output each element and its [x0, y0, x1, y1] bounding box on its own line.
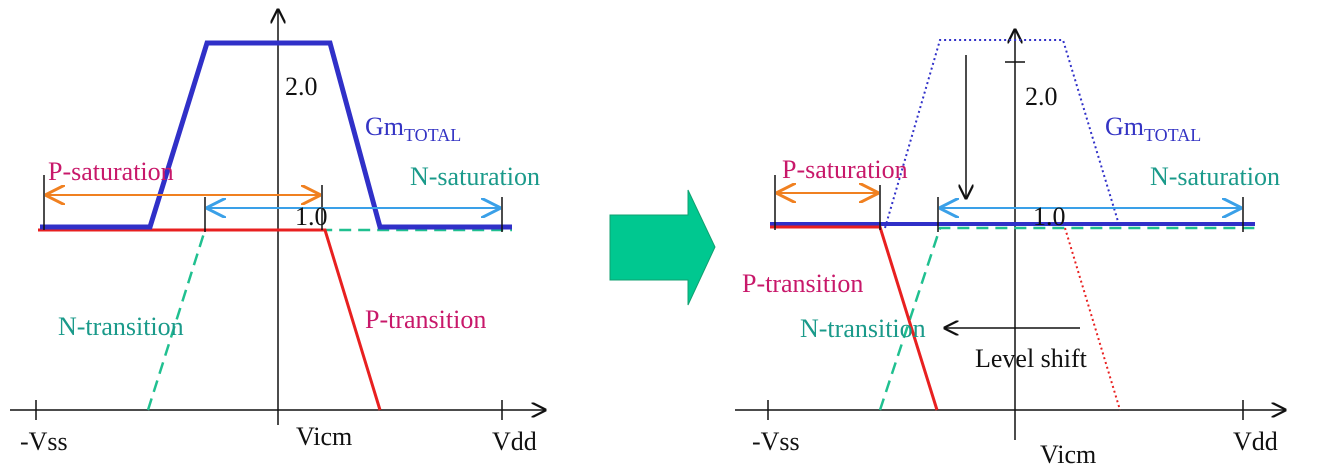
- label: Vicm: [296, 422, 352, 451]
- gm-curve: [40, 40, 512, 230]
- p-old: [1064, 227, 1121, 411]
- label: P-transition: [365, 305, 486, 334]
- label: 2.0: [1025, 82, 1058, 111]
- label: P-saturation: [782, 155, 908, 184]
- gm-old: [884, 39, 1121, 229]
- label: 2.0: [285, 72, 318, 101]
- label: N-saturation: [1150, 162, 1280, 191]
- label: GmTOTAL: [365, 112, 461, 145]
- label: 1.0: [1033, 202, 1066, 231]
- gm: Gm: [365, 112, 404, 141]
- left-diagram: [10, 10, 545, 425]
- gm: Gm: [1105, 112, 1144, 141]
- gm-sub: TOTAL: [404, 125, 461, 145]
- label: Vicm: [1040, 440, 1096, 468]
- label: -Vss: [752, 427, 800, 456]
- label: Vdd: [1233, 427, 1278, 456]
- label: P-saturation: [48, 157, 174, 186]
- label: GmTOTAL: [1105, 112, 1201, 145]
- label: N-saturation: [410, 162, 540, 191]
- label: -Vss: [20, 427, 68, 456]
- right-diagram: [735, 30, 1285, 440]
- label: P-transition: [742, 269, 863, 298]
- label: Vdd: [492, 427, 537, 456]
- label: 1.0: [295, 202, 328, 231]
- n-curve: [146, 228, 512, 411]
- label: N-transition: [800, 314, 926, 343]
- label: N-transition: [58, 312, 184, 341]
- label: Level shift: [975, 344, 1088, 373]
- transform-arrow: [609, 189, 716, 306]
- p-curve: [38, 228, 382, 411]
- gm-sub: TOTAL: [1144, 125, 1201, 145]
- n-curve: [878, 226, 1255, 411]
